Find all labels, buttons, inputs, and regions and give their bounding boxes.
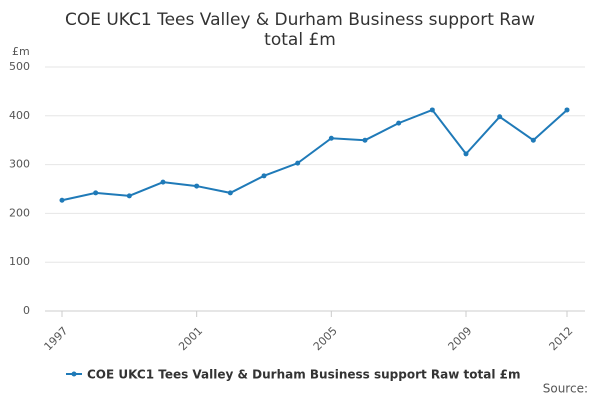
point <box>227 190 233 196</box>
x-tick-label: 1997 <box>41 324 70 353</box>
point <box>328 135 334 141</box>
point <box>126 193 132 199</box>
x-tick-label: 2005 <box>311 324 340 353</box>
point <box>429 107 435 113</box>
point <box>497 114 503 120</box>
point <box>59 197 65 203</box>
point <box>261 173 267 179</box>
point <box>194 183 200 189</box>
x-tick-label: 2012 <box>546 324 575 353</box>
line <box>61 108 568 202</box>
point <box>295 160 301 166</box>
point <box>362 137 368 143</box>
x-tick-label: 2009 <box>445 324 474 353</box>
y-tick-label: 0 <box>23 304 30 317</box>
point <box>160 179 166 185</box>
y-tick-label: 400 <box>9 109 30 122</box>
x-tick-label: 2001 <box>176 324 205 353</box>
legend-marker <box>71 371 77 377</box>
y-tick-label: 100 <box>9 255 30 268</box>
point <box>564 107 570 113</box>
point <box>396 120 402 126</box>
point <box>530 137 536 143</box>
source: Source: <box>543 382 588 396</box>
y-tick-label: 200 <box>9 206 30 219</box>
legend-label: COE UKC1 Tees Valley & Durham Business s… <box>87 368 520 382</box>
point <box>93 190 99 196</box>
point <box>463 151 469 157</box>
y-tick-label: 300 <box>9 158 30 171</box>
chart-title: COE UKC1 Tees Valley & Durham Business s… <box>65 10 535 50</box>
y-tick-label: 500 <box>9 60 30 73</box>
y-axis-label: £m <box>12 45 30 58</box>
